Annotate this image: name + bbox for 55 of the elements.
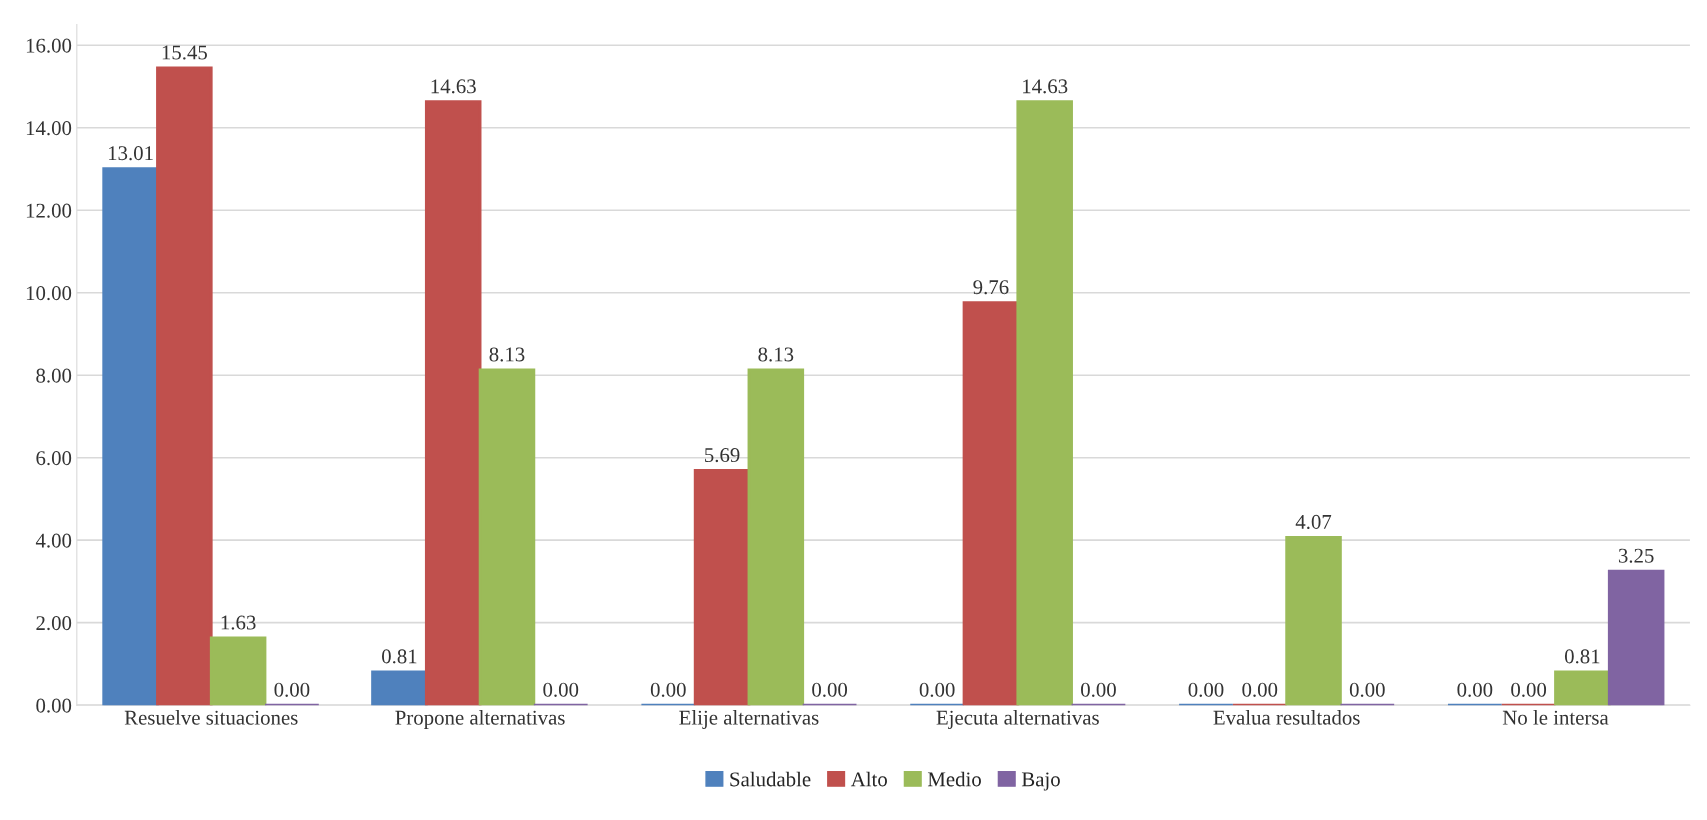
y-tick-label: 14.00 xyxy=(26,121,72,136)
data-label: 15.45 xyxy=(162,45,207,60)
data-label: 0.00 xyxy=(1081,682,1116,697)
legend-label: Bajo xyxy=(1021,772,1060,791)
data-label: 0.00 xyxy=(1349,682,1385,697)
y-tick-label: 0.00 xyxy=(36,698,72,713)
data-label: 0.00 xyxy=(650,682,686,697)
data-label: 14.63 xyxy=(1023,79,1068,94)
bar xyxy=(693,469,751,706)
legend-label: Medio xyxy=(927,771,981,787)
x-tick-label: Resuelve situaciones xyxy=(124,710,298,725)
data-label: 4.07 xyxy=(1295,514,1332,530)
x-tick-label: Elije alternativas xyxy=(679,710,819,729)
bar xyxy=(156,66,213,706)
y-tick-label: 16.00 xyxy=(26,38,72,53)
data-label: 0.00 xyxy=(812,682,848,697)
data-label: 9.76 xyxy=(973,280,1009,295)
x-tick-label: No le intersa xyxy=(1502,710,1609,725)
y-tick-label: 10.00 xyxy=(26,286,72,301)
bar xyxy=(478,368,536,706)
bar xyxy=(209,636,267,706)
data-label: 13.01 xyxy=(108,146,153,161)
bar xyxy=(424,100,482,706)
data-label: 0.00 xyxy=(1242,682,1278,697)
data-label: 0.81 xyxy=(382,649,417,664)
legend-label: Saludable xyxy=(730,771,811,787)
data-label: 3.25 xyxy=(1618,548,1654,563)
bar xyxy=(1285,535,1342,706)
data-label: 0.00 xyxy=(1511,682,1547,697)
y-tick-label: 4.00 xyxy=(35,533,72,548)
y-tick-label: 2.00 xyxy=(36,616,72,631)
bar xyxy=(1016,100,1073,706)
x-tick-label: Evalua resultados xyxy=(1213,710,1360,725)
data-label: 0.00 xyxy=(1188,682,1224,697)
data-label: 0.00 xyxy=(1457,682,1493,697)
data-label: 0.00 xyxy=(919,682,955,697)
y-tick-label: 12.00 xyxy=(26,203,72,218)
data-label: 8.13 xyxy=(489,347,525,362)
bar xyxy=(747,368,805,706)
data-label: 0.00 xyxy=(274,682,310,697)
x-tick-label: Propone alternativas xyxy=(395,710,565,729)
data-label: 5.69 xyxy=(705,448,740,463)
legend-label: Alto xyxy=(850,771,887,787)
x-tick-label: Ejecuta alternativas xyxy=(936,710,1099,729)
data-label: 8.13 xyxy=(758,347,794,362)
y-tick-label: 6.00 xyxy=(36,451,72,466)
bar xyxy=(1554,670,1611,706)
data-label: 0.00 xyxy=(543,682,579,697)
bar xyxy=(102,167,159,706)
data-label: 1.63 xyxy=(221,615,256,630)
bar xyxy=(1607,569,1665,706)
data-label: 14.63 xyxy=(431,79,476,94)
bar xyxy=(371,670,428,706)
y-tick-label: 8.00 xyxy=(36,368,72,383)
data-label: 0.81 xyxy=(1564,649,1600,664)
